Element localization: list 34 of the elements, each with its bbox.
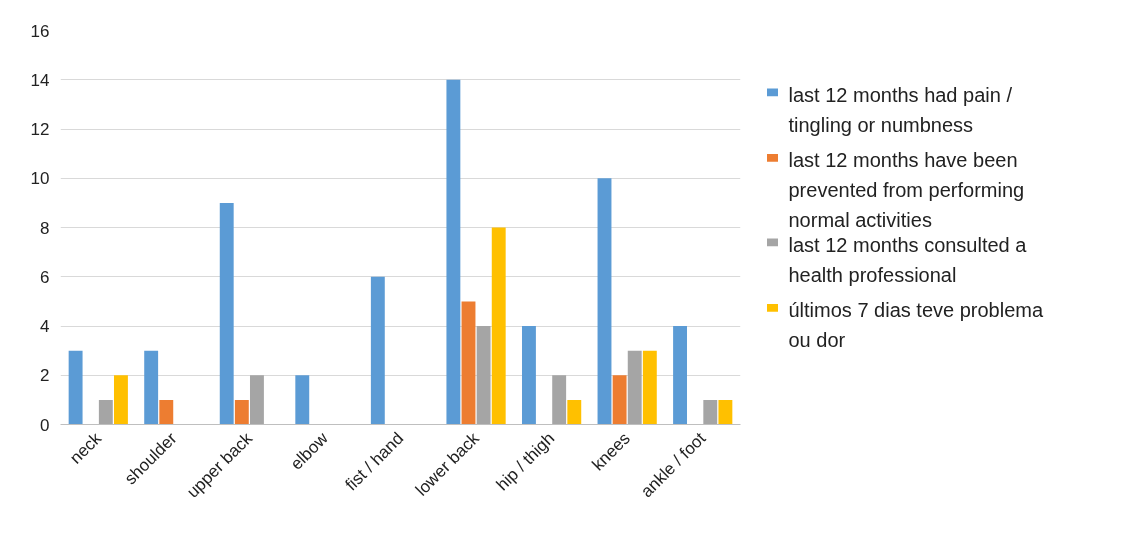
bar — [642, 350, 657, 425]
bar — [718, 399, 733, 425]
bar — [461, 301, 476, 425]
bar — [673, 326, 688, 425]
bar — [159, 399, 174, 425]
bar — [597, 178, 612, 425]
y-tick-label: 10 — [30, 169, 50, 189]
y-tick-label: 16 — [30, 21, 50, 41]
y-tick-label: 0 — [40, 415, 50, 435]
bar — [113, 375, 128, 425]
bar — [703, 399, 718, 425]
bar — [98, 399, 113, 425]
bar — [249, 375, 264, 425]
y-tick-label: 12 — [30, 120, 50, 139]
bar — [612, 375, 627, 425]
bar — [219, 202, 234, 425]
y-tick-label: 8 — [40, 218, 50, 238]
bar — [295, 375, 310, 425]
bar — [567, 399, 582, 425]
y-tick-label: 2 — [40, 366, 50, 386]
y-tick-label: 4 — [40, 317, 50, 336]
bar — [446, 79, 461, 425]
bar — [144, 350, 159, 425]
y-tick-label: 14 — [30, 70, 50, 90]
bar — [552, 375, 567, 425]
legend-label: últimos 7 dias teve problema ou dor — [788, 299, 1044, 352]
bar — [68, 350, 83, 425]
bar — [521, 326, 536, 425]
bar — [627, 350, 642, 425]
bar — [370, 276, 385, 425]
y-tick-label: 6 — [40, 267, 50, 287]
bar — [491, 227, 506, 425]
bar — [476, 326, 491, 425]
bar — [234, 399, 249, 425]
